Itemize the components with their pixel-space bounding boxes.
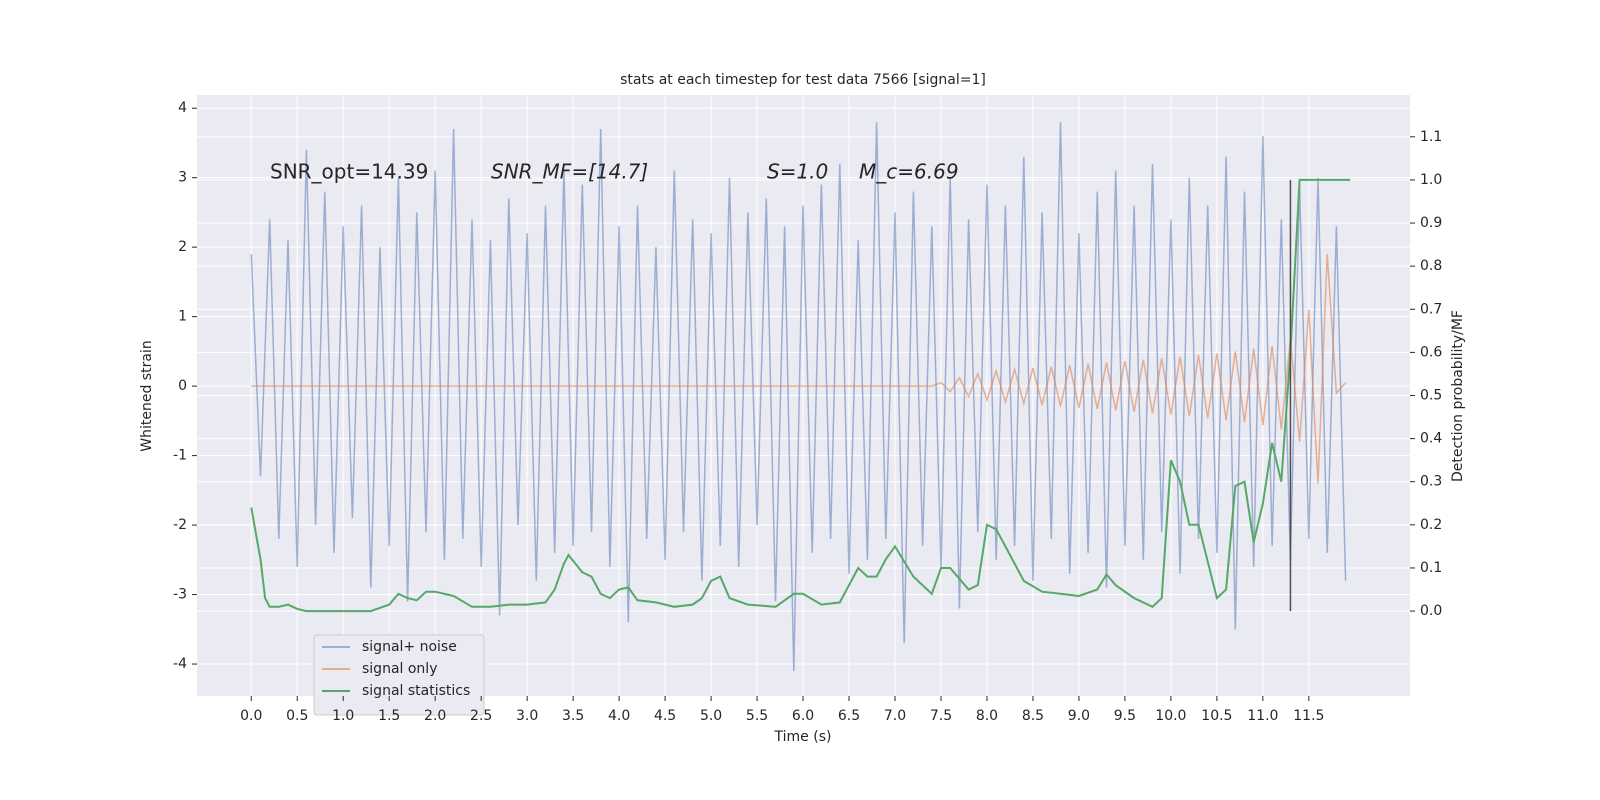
x-tick-label: 11.5 [1293, 708, 1324, 724]
y-tick-label: -1 [173, 448, 187, 464]
x-tick-label: 4.5 [654, 708, 676, 724]
y-tick-label: 0 [178, 378, 187, 394]
x-tick-label: 10.5 [1201, 708, 1232, 724]
grid [197, 95, 1410, 696]
y-tick-label: -4 [173, 656, 187, 672]
legend-label: signal+ noise [362, 639, 457, 655]
y-axis-label: Whitened strain [139, 340, 155, 451]
x-tick-label: 4.0 [608, 708, 630, 724]
y-tick-label: -2 [173, 517, 187, 533]
annotation: M_c=6.69 [859, 160, 959, 184]
y2-tick-label: 1.0 [1420, 172, 1442, 188]
y-tick-label: 4 [178, 100, 187, 116]
y-tick-label: 1 [178, 309, 187, 325]
y2-tick-label: 0.0 [1420, 603, 1442, 619]
x-tick-label: 6.0 [792, 708, 814, 724]
annotation: S=1.0 [767, 160, 828, 184]
x-tick-label: 7.0 [884, 708, 906, 724]
x-tick-label: 1.5 [378, 708, 400, 724]
y2-axis-label: Detection probability/MF [1450, 310, 1466, 482]
y2-tick-label: 0.6 [1420, 344, 1442, 360]
x-tick-label: 7.5 [930, 708, 952, 724]
y2-tick-label: 0.5 [1420, 388, 1442, 404]
x-tick-label: 8.0 [976, 708, 998, 724]
x-tick-label: 6.5 [838, 708, 860, 724]
x-tick-label: 0.0 [240, 708, 262, 724]
x-tick-label: 2.5 [470, 708, 492, 724]
legend-label: signal only [362, 661, 437, 677]
series-line [250, 178, 1351, 613]
x-tick-label: 10.0 [1155, 708, 1186, 724]
x-tick-label: 2.0 [424, 708, 446, 724]
legend: signal+ noise signal only signal statistic… [313, 634, 485, 716]
y2-tick-label: 0.4 [1420, 431, 1442, 447]
legend-label: signal statistics [362, 683, 470, 699]
y2-tick-label: 0.1 [1420, 560, 1442, 576]
series-line [251, 254, 1347, 484]
x-tick-label: 5.0 [700, 708, 722, 724]
annotations: SNR_opt=14.39 SNR_MF=[14.7] S=1.0 M_c=6.69 [270, 160, 959, 184]
x-tick-label: 9.5 [1114, 708, 1136, 724]
x-tick-label: 3.5 [562, 708, 584, 724]
y2-tick-label: 1.1 [1420, 129, 1442, 145]
marks [250, 122, 1351, 672]
x-tick-label: 1.0 [332, 708, 354, 724]
annotation: SNR_MF=[14.7] [491, 160, 648, 184]
x-tick-label: 5.5 [746, 708, 768, 724]
x-tick-label: 8.5 [1022, 708, 1044, 724]
x-tick-label: 0.5 [286, 708, 308, 724]
y-tick-label: -3 [173, 587, 187, 603]
series-line [250, 122, 1347, 672]
y2-tick-label: 0.8 [1420, 258, 1442, 274]
y2-tick-label: 0.7 [1420, 301, 1442, 317]
x-tick-label: 9.0 [1068, 708, 1090, 724]
y2-tick-label: 0.3 [1420, 474, 1442, 490]
annotation: SNR_opt=14.39 [270, 160, 428, 184]
y-tick-label: 3 [178, 170, 187, 186]
x-tick-label: 3.0 [516, 708, 538, 724]
x-axis-label: Time (s) [774, 729, 832, 745]
legend-box [313, 634, 485, 716]
y2-tick-label: 0.2 [1420, 517, 1442, 533]
x-tick-label: 11.0 [1247, 708, 1278, 724]
y2-tick-label: 0.9 [1420, 215, 1442, 231]
y-tick-label: 2 [178, 239, 187, 255]
chart-title: stats at each timestep for test data 756… [620, 72, 986, 88]
